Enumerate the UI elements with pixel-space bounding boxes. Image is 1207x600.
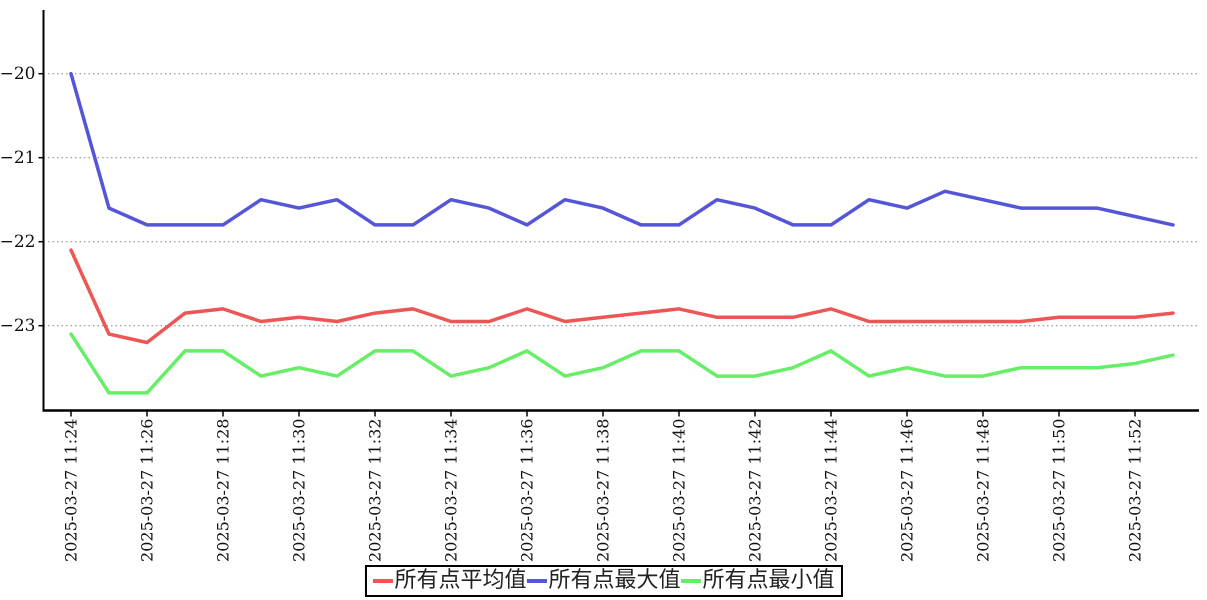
minimum-series-dash-icon [680,579,701,583]
x-tick-label-1: 2025-03-27 11:26 [138,419,157,562]
legend: 所有点平均值 所有点最大值 所有点最小值 [364,565,843,597]
x-tick-label-11: 2025-03-27 11:46 [898,419,917,562]
maximum-series-dash-icon [526,579,547,583]
x-tick-label-14: 2025-03-27 11:52 [1126,419,1145,562]
y-tick-label--20: −20 [0,64,36,84]
legend-label-maximum: 所有点最大值 [548,568,681,593]
y-tick-label--21: −21 [0,148,36,168]
x-tick-label-6: 2025-03-27 11:36 [518,419,537,562]
legend-item-maximum: 所有点最大值 [526,568,681,594]
x-tick-label-8: 2025-03-27 11:40 [670,419,689,562]
x-tick-label-9: 2025-03-27 11:42 [746,419,765,562]
legend-label-minimum: 所有点最小值 [702,568,835,593]
x-tick-label-7: 2025-03-27 11:38 [594,419,613,562]
x-tick-label-4: 2025-03-27 11:32 [366,419,385,562]
x-tick-label-12: 2025-03-27 11:48 [974,419,993,562]
x-tick-label-10: 2025-03-27 11:44 [822,419,841,562]
maximum-series-line [69,71,1175,227]
minimum-series-line [69,332,1175,395]
legend-item-minimum: 所有点最小值 [680,568,835,594]
x-tick-label-0: 2025-03-27 11:24 [62,419,81,562]
legend-item-average: 所有点平均值 [372,568,526,594]
x-tick-label-2: 2025-03-27 11:28 [214,419,233,562]
y-tick-label--23: −23 [0,316,36,336]
x-tick-label-3: 2025-03-27 11:30 [290,419,309,562]
x-tick-label-13: 2025-03-27 11:50 [1050,419,1069,562]
x-tick-label-5: 2025-03-27 11:34 [442,419,461,562]
y-tick-label--22: −22 [0,232,36,252]
average-series-dash-icon [372,579,393,583]
legend-label-average: 所有点平均值 [394,568,527,593]
average-series-line [69,248,1175,345]
